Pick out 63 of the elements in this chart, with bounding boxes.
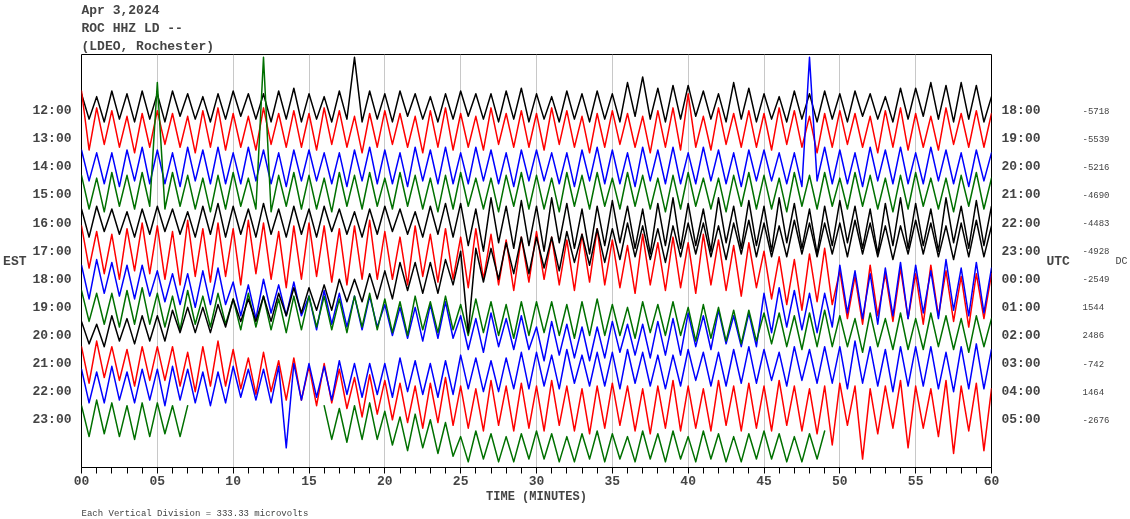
x-tick-label: 55 — [907, 473, 924, 489]
category-label: 05:00 — [1001, 412, 1041, 428]
text: 1464 — [1082, 387, 1105, 398]
y-axis-title: EST — [3, 253, 27, 269]
x-tick-label: 60 — [983, 473, 1000, 489]
x-tick-label: 50 — [832, 473, 848, 489]
x-tick-label: 20 — [377, 473, 393, 489]
text: -4690 — [1082, 190, 1110, 201]
x-tick-label: 30 — [528, 473, 545, 489]
text: 2486 — [1082, 331, 1105, 342]
text: -2676 — [1082, 415, 1110, 426]
y-tick-label: 15:00 — [32, 187, 72, 203]
x-tick-label: 25 — [452, 473, 469, 489]
y-tick-label: 19:00 — [32, 299, 72, 315]
y-tick-label: 16:00 — [32, 215, 72, 231]
y-tick-label: 18:00 — [32, 271, 72, 287]
x-tick-label: 40 — [680, 473, 697, 489]
category-label: 18:00 — [1001, 103, 1041, 119]
y-tick-label: 20:00 — [32, 327, 72, 343]
y-tick-label: 17:00 — [32, 243, 72, 259]
line-series — [81, 258, 992, 362]
category-label: 02:00 — [1001, 327, 1041, 343]
text: -4483 — [1082, 219, 1110, 230]
text: 1544 — [1082, 303, 1105, 314]
text: (LDEO, Rochester) — [81, 39, 215, 54]
category-label: 20:00 — [1001, 159, 1041, 175]
text: -5718 — [1082, 106, 1110, 117]
x-tick-label: 10 — [225, 473, 242, 489]
line-series — [81, 286, 992, 354]
category-label: 01:00 — [1001, 299, 1041, 315]
text: -742 — [1082, 359, 1105, 370]
text: -2549 — [1082, 275, 1110, 286]
category-label: 22:00 — [1001, 215, 1041, 231]
text: -5539 — [1082, 134, 1110, 145]
text: Each Vertical Division = 333.33 microvolts — [81, 509, 309, 519]
y3-axis-title: DC — [1115, 255, 1128, 267]
x-tick-label: 15 — [301, 473, 317, 489]
category-label: 00:00 — [1001, 271, 1041, 287]
x-tick-label: 05 — [149, 473, 166, 489]
line-series — [81, 56, 992, 213]
y-tick-label: 23:00 — [32, 412, 72, 428]
x-tick-label: 45 — [756, 473, 772, 489]
chart-subtitle: ROC HHZ LD -- — [81, 21, 183, 36]
y2-axis-title: UTC — [1046, 253, 1071, 269]
x-tick-label: 35 — [604, 473, 621, 489]
text: -4928 — [1082, 247, 1110, 258]
category-label: 23:00 — [1001, 243, 1041, 259]
x-axis-title: TIME (MINUTES) — [486, 489, 587, 504]
chart-title: Apr 3,2024 — [81, 3, 160, 18]
x-tick-label: 00 — [73, 473, 90, 489]
category-label: 21:00 — [1001, 187, 1041, 203]
text: -5216 — [1082, 162, 1110, 173]
y-tick-label: 22:00 — [32, 384, 72, 400]
y-tick-label: 13:00 — [32, 131, 72, 147]
line-series — [81, 90, 992, 154]
line-series — [81, 219, 992, 328]
line-series — [81, 56, 992, 188]
category-label: 03:00 — [1001, 356, 1041, 372]
y-tick-label: 14:00 — [32, 159, 72, 175]
category-label: 19:00 — [1001, 131, 1041, 147]
category-label: 04:00 — [1001, 384, 1041, 400]
y-tick-label: 21:00 — [32, 356, 72, 372]
y-tick-label: 12:00 — [32, 103, 72, 119]
